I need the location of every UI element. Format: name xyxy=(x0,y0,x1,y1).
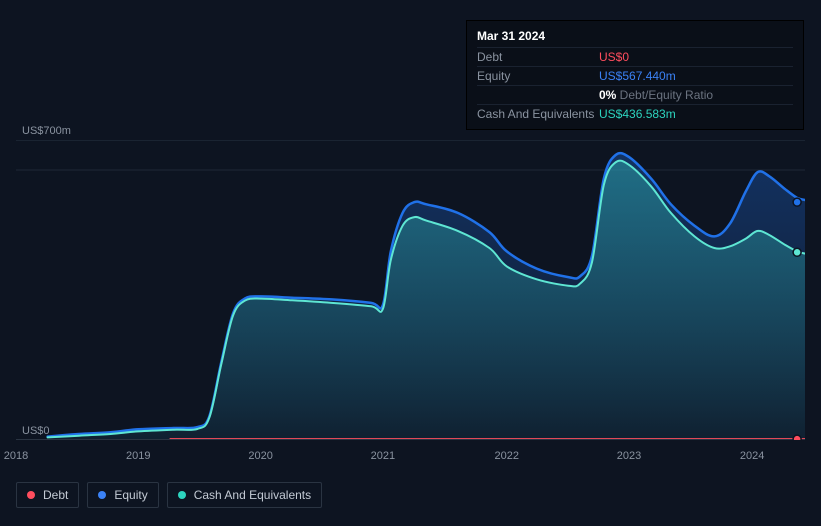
tooltip-label: Equity xyxy=(477,69,599,83)
tooltip: Mar 31 2024 Debt US$0 Equity US$567.440m… xyxy=(466,20,804,130)
chart-plot[interactable] xyxy=(16,140,805,440)
x-tick: 2021 xyxy=(371,450,395,462)
legend: Debt Equity Cash And Equivalents xyxy=(16,482,322,508)
tooltip-value: US$567.440m xyxy=(599,69,676,83)
tooltip-row-ratio: 0% Debt/Equity Ratio xyxy=(477,85,793,104)
tooltip-date: Mar 31 2024 xyxy=(477,27,793,47)
cash-swatch-icon xyxy=(178,491,186,499)
x-tick: 2022 xyxy=(495,450,519,462)
legend-item-equity[interactable]: Equity xyxy=(87,482,158,508)
equity-swatch-icon xyxy=(98,491,106,499)
x-tick: 2024 xyxy=(740,450,764,462)
legend-label: Debt xyxy=(43,488,68,502)
tooltip-label: Cash And Equivalents xyxy=(477,107,599,121)
legend-label: Equity xyxy=(114,488,147,502)
cash-marker-icon xyxy=(793,248,801,256)
legend-item-cash[interactable]: Cash And Equivalents xyxy=(167,482,322,508)
y-axis-label-max: US$700m xyxy=(22,125,71,137)
tooltip-label xyxy=(477,88,599,102)
tooltip-value: US$0 xyxy=(599,50,629,64)
x-tick: 2019 xyxy=(126,450,150,462)
x-tick: 2018 xyxy=(4,450,28,462)
x-axis: 2018201920202021202220232024 xyxy=(16,450,805,466)
tooltip-row-debt: Debt US$0 xyxy=(477,47,793,66)
tooltip-row-equity: Equity US$567.440m xyxy=(477,66,793,85)
x-tick: 2023 xyxy=(617,450,641,462)
tooltip-value: US$436.583m xyxy=(599,107,676,121)
cash-area xyxy=(48,161,805,440)
tooltip-row-cash: Cash And Equivalents US$436.583m xyxy=(477,104,793,123)
legend-item-debt[interactable]: Debt xyxy=(16,482,79,508)
x-tick: 2020 xyxy=(248,450,272,462)
tooltip-value: 0% Debt/Equity Ratio xyxy=(599,88,713,102)
ratio-text: Debt/Equity Ratio xyxy=(616,88,713,102)
legend-label: Cash And Equivalents xyxy=(194,488,311,502)
ratio-pct: 0% xyxy=(599,88,616,102)
debt-marker-icon xyxy=(793,435,801,440)
equity-marker-icon xyxy=(793,198,801,206)
tooltip-label: Debt xyxy=(477,50,599,64)
debt-swatch-icon xyxy=(27,491,35,499)
